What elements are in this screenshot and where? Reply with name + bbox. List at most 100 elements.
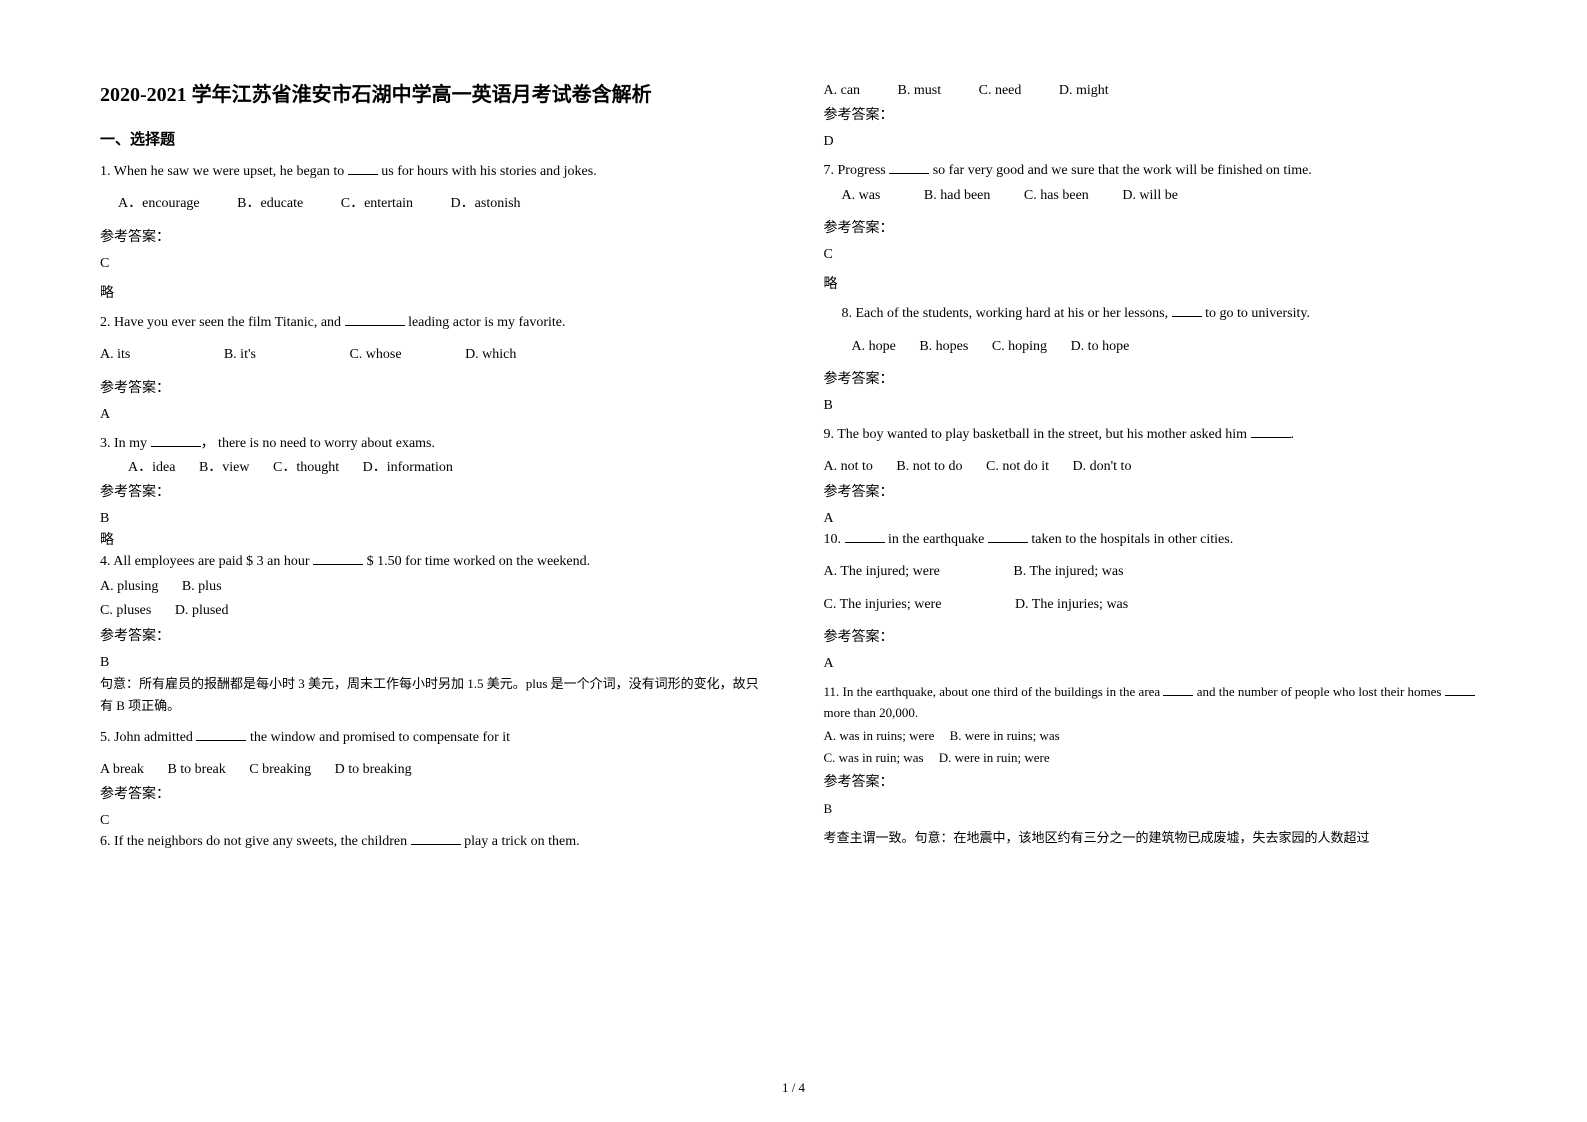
q11-opt-d: D. were in ruin; were — [939, 750, 1050, 765]
blank — [1445, 684, 1475, 696]
q1-opt-d: D．astonish — [451, 196, 521, 211]
q2-options: A. its B. it's C. whose D. which — [100, 344, 764, 366]
q11-stem-a: 11. In the earthquake, about one third o… — [824, 684, 1164, 699]
q1-answer: C — [100, 256, 764, 272]
blank — [411, 833, 461, 846]
q5-opt-d: D to breaking — [335, 762, 412, 777]
q7-opt-b: B. had been — [924, 188, 990, 203]
lue: 略 — [100, 282, 764, 302]
blank — [1163, 684, 1193, 696]
q1-options: A．encourage B．educate C．entertain D．asto… — [100, 193, 764, 215]
q11-answer: B — [824, 801, 1488, 817]
blank — [1172, 305, 1202, 318]
section-heading: 一、选择题 — [100, 128, 764, 149]
q11-stem-c: more than 20,000. — [824, 705, 919, 720]
q9-opt-d: D. don't to — [1073, 459, 1132, 474]
blank — [196, 728, 246, 741]
q10-stem: 10. in the earthquake taken to the hospi… — [824, 529, 1488, 551]
q4-options-2: C. pluses D. plused — [100, 600, 764, 622]
q8-opt-d: D. to hope — [1071, 339, 1130, 354]
q6-stem-a: 6. If the neighbors do not give any swee… — [100, 834, 411, 849]
q11-options-1: A. was in ruins; were B. were in ruins; … — [824, 726, 1488, 747]
q7-stem-b: so far very good and we sure that the wo… — [929, 163, 1312, 178]
q4-opt-b: B. plus — [182, 579, 222, 594]
q5-answer: C — [100, 813, 764, 829]
q10-opt-a: A. The injured; were — [824, 564, 940, 579]
q6-options: A. can B. must C. need D. might — [824, 80, 1488, 102]
q8-answer: B — [824, 398, 1488, 414]
q4-options-1: A. plusing B. plus — [100, 576, 764, 598]
q7-opt-c: C. has been — [1024, 188, 1089, 203]
q2-stem-b: leading actor is my favorite. — [405, 315, 566, 330]
q8-opt-a: A. hope — [852, 339, 896, 354]
q10-opt-c: C. The injuries; were — [824, 597, 942, 612]
answer-label: 参考答案： — [824, 104, 1488, 124]
q4-stem: 4. All employees are paid $ 3 an hour $ … — [100, 551, 764, 573]
answer-label: 参考答案： — [100, 783, 764, 803]
q10-options-1: A. The injured; were B. The injured; was — [824, 561, 1488, 583]
left-column: 2020-2021 学年江苏省淮安市石湖中学高一英语月考试卷含解析 一、选择题 … — [100, 80, 764, 859]
q1-stem-a: 1. When he saw we were upset, he began t… — [100, 164, 348, 179]
q3-stem: 3. In my ， there is no need to worry abo… — [100, 433, 764, 455]
q9-opt-a: A. not to — [824, 459, 873, 474]
blank — [348, 162, 378, 175]
q3-opt-a: A．idea — [128, 460, 175, 475]
q4-opt-a: A. plusing — [100, 579, 158, 594]
answer-label: 参考答案： — [100, 481, 764, 501]
q11-note: 考查主谓一致。句意：在地震中，该地区约有三分之一的建筑物已成废墟，失去家园的人数… — [824, 827, 1488, 849]
answer-label: 参考答案： — [824, 771, 1488, 791]
q7-answer: C — [824, 247, 1488, 263]
blank — [889, 162, 929, 175]
q11-options-2: C. was in ruin; was D. were in ruin; wer… — [824, 748, 1488, 769]
q9-options: A. not to B. not to do C. not do it D. d… — [824, 456, 1488, 478]
q6-opt-c: C. need — [979, 83, 1022, 98]
q3-stem-a: 3. In my — [100, 436, 151, 451]
q8-options: A. hope B. hopes C. hoping D. to hope — [824, 336, 1488, 358]
page-footer: 1 / 4 — [0, 1080, 1587, 1096]
q6-answer: D — [824, 134, 1488, 150]
q11-opt-c: C. was in ruin; was — [824, 750, 924, 765]
q6-stem: 6. If the neighbors do not give any swee… — [100, 831, 764, 853]
page: 2020-2021 学年江苏省淮安市石湖中学高一英语月考试卷含解析 一、选择题 … — [0, 0, 1587, 899]
q11-stem-b: and the number of people who lost their … — [1193, 684, 1444, 699]
q4-stem-b: $ 1.50 for time worked on the weekend. — [363, 554, 590, 569]
q3-opt-c: C．thought — [273, 460, 339, 475]
answer-label: 参考答案： — [824, 217, 1488, 237]
q11-opt-b: B. were in ruins; was — [950, 728, 1060, 743]
q1-stem-b: us for hours with his stories and jokes. — [378, 164, 597, 179]
q10-opt-d: D. The injuries; was — [1015, 597, 1128, 612]
answer-label: 参考答案： — [824, 368, 1488, 388]
q10-answer: A — [824, 656, 1488, 672]
q9-stem-a: 9. The boy wanted to play basketball in … — [824, 427, 1251, 442]
answer-label: 参考答案： — [824, 481, 1488, 501]
q1-opt-b: B．educate — [237, 196, 303, 211]
q7-opt-a: A. was — [842, 188, 881, 203]
q1-opt-c: C．entertain — [341, 196, 413, 211]
q6-opt-d: D. might — [1059, 83, 1109, 98]
right-column: A. can B. must C. need D. might 参考答案： D … — [824, 80, 1488, 859]
blank — [988, 530, 1028, 543]
blank — [345, 313, 405, 326]
q10-stem-a: 10. — [824, 532, 845, 547]
q5-stem-b: the window and promised to compensate fo… — [246, 730, 510, 745]
lue: 略 — [100, 529, 764, 549]
q6-opt-a: A. can — [824, 83, 861, 98]
answer-label: 参考答案： — [100, 226, 764, 246]
blank — [313, 553, 363, 566]
q1-stem: 1. When he saw we were upset, he began t… — [100, 161, 764, 183]
lue: 略 — [824, 273, 1488, 293]
q2-answer: A — [100, 407, 764, 423]
q11-stem: 11. In the earthquake, about one third o… — [824, 682, 1488, 724]
q4-opt-c: C. pluses — [100, 603, 151, 618]
q5-opt-c: C breaking — [249, 762, 311, 777]
q10-stem-c: taken to the hospitals in other cities. — [1028, 532, 1233, 547]
q4-note: 句意：所有雇员的报酬都是每小时 3 美元，周末工作每小时另加 1.5 美元。pl… — [100, 673, 764, 717]
q6-opt-b: B. must — [898, 83, 942, 98]
q3-opt-b: B．view — [199, 460, 250, 475]
q3-stem-b: ， there is no need to worry about exams. — [201, 436, 435, 451]
q5-stem: 5. John admitted the window and promised… — [100, 727, 764, 749]
q2-stem-a: 2. Have you ever seen the film Titanic, … — [100, 315, 345, 330]
q2-opt-a: A. its — [100, 347, 130, 362]
q8-stem: 8. Each of the students, working hard at… — [824, 303, 1488, 325]
q3-options: A．idea B．view C．thought D．information — [100, 457, 764, 479]
